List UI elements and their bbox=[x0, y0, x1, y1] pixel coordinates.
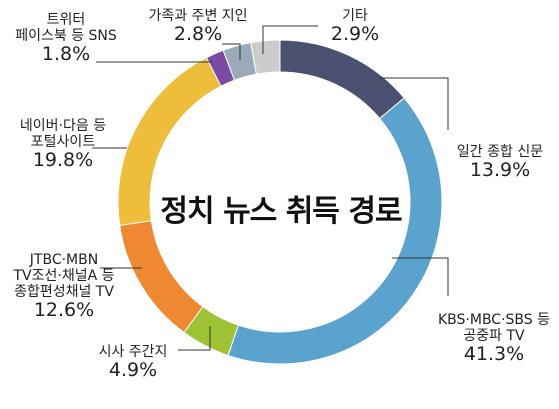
slice-value: 12.6% bbox=[33, 299, 95, 322]
slice-value: 41.3% bbox=[463, 343, 525, 366]
slice-label-daily-newspaper: 일간 종합 신문 13.9% bbox=[445, 144, 555, 182]
slice-label-weekly-magazine: 시사 주간지 4.9% bbox=[88, 344, 178, 382]
leader-lines bbox=[92, 25, 449, 351]
slice-name-line: 가족과 주변 지인 bbox=[148, 8, 248, 24]
leader-line-daily-newspaper bbox=[380, 77, 449, 130]
slice-name-line: KBS·MBC·SBS 등 bbox=[437, 312, 550, 328]
slice-label-other: 기타 2.9% bbox=[320, 8, 390, 46]
slice-name-line: TV조선·채널A 등 bbox=[13, 268, 115, 285]
slice-label-general-cable-tv: JTBC·MBN TV조선·채널A 등 종합편성채널 TV 12.6% bbox=[2, 252, 126, 322]
slice-value: 2.8% bbox=[173, 23, 223, 46]
slice-name-line: 포털사이트 bbox=[30, 134, 96, 151]
slice-name-line: 네이버·다음 등 bbox=[19, 118, 107, 134]
slice-name-line: 일간 종합 신문 bbox=[456, 144, 544, 160]
slice-label-sns: 트위터 페이스북 등 SNS 1.8% bbox=[0, 12, 132, 66]
slice-value: 19.8% bbox=[32, 149, 94, 172]
leader-line-terrestrial-tv bbox=[392, 257, 449, 296]
slice-name-line: 트위터 bbox=[46, 12, 86, 28]
slice-name-line: 기타 bbox=[342, 8, 368, 24]
slice-name-line: 시사 주간지 bbox=[98, 344, 168, 360]
donut-slice-0 bbox=[279, 39, 405, 120]
slice-name-line: 종합편성채널 TV bbox=[14, 284, 114, 301]
slice-value: 13.9% bbox=[469, 159, 531, 182]
donut-slices bbox=[117, 39, 443, 365]
leader-line-family bbox=[222, 43, 241, 60]
donut-slice-3 bbox=[119, 220, 204, 334]
slice-name-line: 공중파 TV bbox=[463, 328, 525, 345]
slice-value: 2.9% bbox=[330, 23, 380, 46]
chart-title: 정치 뉴스 취득 경로 bbox=[160, 194, 402, 229]
slice-label-portal: 네이버·다음 등 포털사이트 19.8% bbox=[8, 118, 118, 172]
leader-line-weekly-magazine bbox=[178, 326, 211, 351]
slice-value: 4.9% bbox=[108, 359, 158, 382]
leader-line-other bbox=[262, 25, 318, 54]
slice-name-line: 페이스북 등 SNS bbox=[15, 28, 117, 45]
slice-value: 1.8% bbox=[41, 43, 91, 66]
slice-name-line: JTBC·MBN bbox=[29, 252, 99, 268]
donut-slice-1 bbox=[227, 97, 443, 365]
slice-label-family: 가족과 주변 지인 2.8% bbox=[140, 8, 256, 46]
slice-label-terrestrial-tv: KBS·MBC·SBS 등 공중파 TV 41.3% bbox=[430, 312, 558, 366]
donut-slice-7 bbox=[250, 39, 281, 75]
